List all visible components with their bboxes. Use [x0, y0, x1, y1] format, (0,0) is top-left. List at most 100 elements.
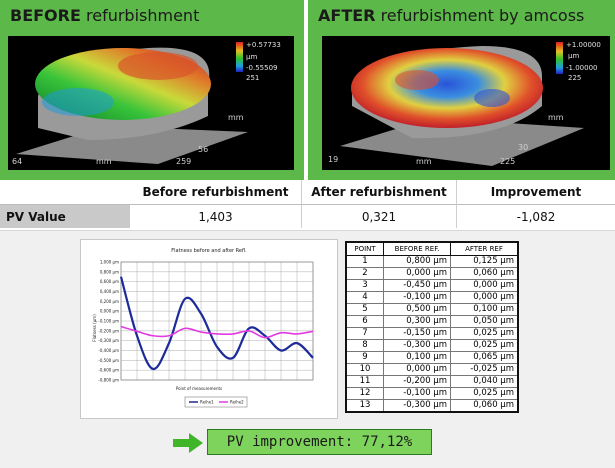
before-axis-mm-bottom: mm — [96, 157, 112, 166]
after-cell: 0,000 µm — [450, 291, 519, 304]
table-row: 13 -0,300 µm 0,060 µm — [345, 399, 519, 413]
y-tick-label: 0,000 μm — [100, 309, 119, 314]
results-row-label: PV Value — [0, 204, 130, 228]
flatness-chart: Flatness before and after Refl. Point of… — [80, 239, 338, 419]
point-cell: 1 — [345, 255, 384, 268]
results-corner — [0, 180, 130, 204]
after-cell: 0,025 µm — [450, 339, 519, 352]
before-axis-259: 259 — [176, 157, 191, 166]
point-cell: 13 — [345, 399, 384, 413]
y-tick-label: 0,800 μm — [100, 269, 119, 274]
results-value-after: 0,321 — [302, 204, 457, 228]
before-cell: 0,000 µm — [383, 267, 451, 280]
before-axis-mm-right: mm — [228, 113, 244, 122]
after-cbar-unit: μm — [568, 52, 579, 60]
after-cell: 0,050 µm — [450, 315, 519, 328]
lower-section: Flatness before and after Refl. Point of… — [0, 230, 615, 468]
before-cell: -0,450 µm — [383, 279, 451, 292]
table-row: 9 0,100 µm 0,065 µm — [345, 351, 519, 364]
before-cell: 0,500 µm — [383, 303, 451, 316]
after-surface-top — [351, 48, 543, 128]
before-cell: 0,000 µm — [383, 363, 451, 376]
after-axis-mm-right: mm — [548, 113, 564, 122]
y-tick-label: 0,600 μm — [100, 279, 119, 284]
point-cell: 4 — [345, 291, 384, 304]
before-cbar-max: +0.57733 — [246, 41, 281, 49]
table-row: 10 0,000 µm -0,025 µm — [345, 363, 519, 376]
before-axis-56: 56 — [198, 145, 208, 154]
table-row: 4 -0,100 µm 0,000 µm — [345, 291, 519, 304]
after-cell: 0,060 µm — [450, 399, 519, 413]
point-cell: 5 — [345, 303, 384, 316]
legend-entry: Reihe1 — [200, 400, 214, 405]
points-table-header: POINT BEFORE REF. AFTER REF — [345, 241, 519, 256]
y-tick-label: -0,600 μm — [98, 368, 119, 373]
flatness-chart-svg: Flatness before and after Refl. Point of… — [92, 248, 314, 408]
before-panel-title: BEFORE refurbishment — [10, 6, 199, 25]
table-row: 3 -0,450 µm 0,000 µm — [345, 279, 519, 292]
results-value-improvement: -1,082 — [457, 204, 615, 228]
after-cell: 0,025 µm — [450, 387, 519, 400]
header-before: BEFORE REF. — [383, 241, 451, 256]
after-title-rest: refurbishment by amcoss — [375, 6, 585, 25]
point-cell: 11 — [345, 375, 384, 388]
after-cell: 0,025 µm — [450, 327, 519, 340]
right-arrow-icon — [173, 433, 203, 453]
table-row: 6 0,300 µm 0,050 µm — [345, 315, 519, 328]
table-row: 12 -0,100 µm 0,025 µm — [345, 387, 519, 400]
after-cbar-max: +1.00000 — [566, 41, 601, 49]
after-colorbar — [556, 42, 563, 74]
table-row: 7 -0,150 µm 0,025 µm — [345, 327, 519, 340]
before-cbar-count: 251 — [246, 74, 259, 82]
after-cell: 0,060 µm — [450, 267, 519, 280]
after-cbar-count: 225 — [568, 74, 581, 82]
after-axis-225: 225 — [500, 157, 515, 166]
pv-results-table: Before refurbishment After refurbishment… — [0, 180, 615, 228]
before-cell: -0,200 µm — [383, 375, 451, 388]
points-table: POINT BEFORE REF. AFTER REF 1 0,800 µm 0,1… — [345, 241, 519, 413]
series-line-Reihe2 — [120, 325, 314, 339]
chart-xlabel: Point of measurements — [176, 386, 222, 391]
chart-title: Flatness before and after Refl. — [171, 248, 247, 254]
chart-ylabel: Flatness (μm) — [92, 314, 97, 342]
after-panel: AFTER refurbishment by amcoss — [308, 0, 615, 180]
results-header-after: After refurbishment — [302, 180, 457, 204]
point-cell: 8 — [345, 339, 384, 352]
results-value-before: 1,403 — [130, 204, 302, 228]
before-cell: -0,100 µm — [383, 387, 451, 400]
before-cell: 0,800 µm — [383, 255, 451, 268]
point-cell: 6 — [345, 315, 384, 328]
after-axis-mm-bottom: mm — [416, 157, 432, 166]
after-cbar-min: -1.00000 — [566, 64, 597, 72]
after-axis-19: 19 — [328, 155, 338, 164]
before-cell: 0,100 µm — [383, 351, 451, 364]
legend-box — [184, 396, 248, 408]
after-cell: 0,065 µm — [450, 351, 519, 364]
before-cell: -0,100 µm — [383, 291, 451, 304]
after-axis-30: 30 — [518, 143, 528, 152]
point-cell: 12 — [345, 387, 384, 400]
before-cell: 0,300 µm — [383, 315, 451, 328]
y-tick-label: 0,200 μm — [100, 299, 119, 304]
y-tick-label: -0,500 μm — [98, 358, 119, 363]
before-title-rest: refurbishment — [80, 6, 200, 25]
series-line-Reihe1 — [119, 276, 314, 371]
y-tick-label: -0,800 μm — [98, 378, 119, 383]
pv-improvement-box: PV improvement: 77,12% — [207, 429, 432, 455]
y-tick-label: -0,100 μm — [98, 319, 119, 324]
after-panel-title: AFTER refurbishment by amcoss — [318, 6, 584, 25]
point-cell: 3 — [345, 279, 384, 292]
after-cell: 0,100 µm — [450, 303, 519, 316]
y-tick-label: 1,000 μm — [100, 260, 119, 265]
y-tick-label: -0,300 μm — [98, 338, 119, 343]
table-row: 8 -0,300 µm 0,025 µm — [345, 339, 519, 352]
point-cell: 9 — [345, 351, 384, 364]
y-tick-label: -0,200 μm — [98, 328, 119, 333]
table-row: 1 0,800 µm 0,125 µm — [345, 255, 519, 268]
before-base-plane — [16, 126, 248, 164]
before-axis-64: 64 — [12, 157, 22, 166]
after-cell: 0,125 µm — [450, 255, 519, 268]
header-point: POINT — [345, 241, 384, 256]
before-cbar-unit: μm — [246, 53, 257, 61]
results-header-improvement: Improvement — [490, 185, 582, 199]
